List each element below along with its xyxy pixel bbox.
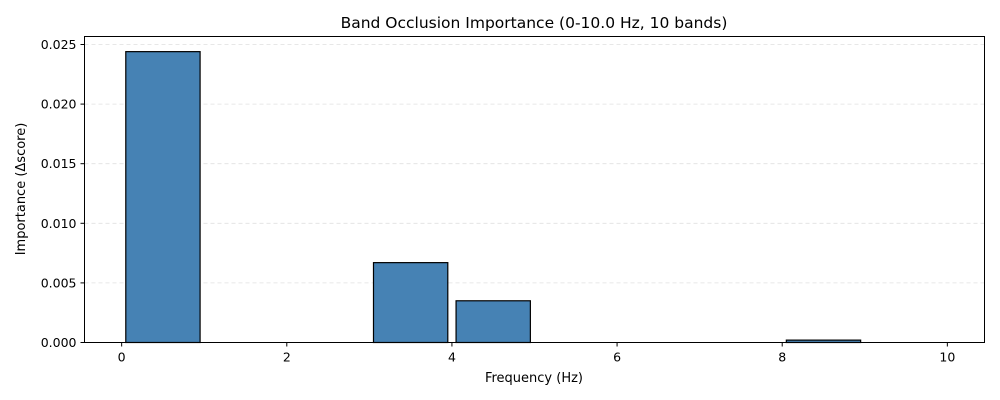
grid-lines	[84, 44, 985, 284]
bar	[125, 51, 201, 344]
bars	[125, 51, 862, 344]
x-tick-label: 0	[118, 350, 126, 365]
x-tick-label: 10	[939, 350, 955, 365]
y-tick-label: 0.020	[41, 97, 77, 112]
bar	[372, 262, 449, 344]
y-axis-ticks: 0.000 0.005 0.010 0.015 0.020 0.025	[41, 37, 85, 350]
y-tick-label: 0.005	[41, 275, 77, 290]
x-tick-label: 2	[283, 350, 291, 365]
y-tick-label: 0.000	[41, 335, 77, 350]
x-axis-ticks: 0 2 4 6 8 10	[118, 342, 955, 365]
x-tick-label: 4	[448, 350, 456, 365]
y-axis-label: Importance (Δscore)	[14, 123, 29, 256]
plot-frame	[84, 36, 985, 343]
x-tick-label: 6	[613, 350, 621, 365]
y-tick-label: 0.015	[41, 156, 77, 171]
chart-title: Band Occlusion Importance (0-10.0 Hz, 10…	[341, 14, 728, 32]
y-tick-label: 0.010	[41, 216, 77, 231]
x-tick-label: 8	[778, 350, 786, 365]
y-tick-label: 0.025	[41, 37, 77, 52]
bar	[455, 300, 531, 344]
x-axis-label: Frequency (Hz)	[485, 371, 583, 386]
